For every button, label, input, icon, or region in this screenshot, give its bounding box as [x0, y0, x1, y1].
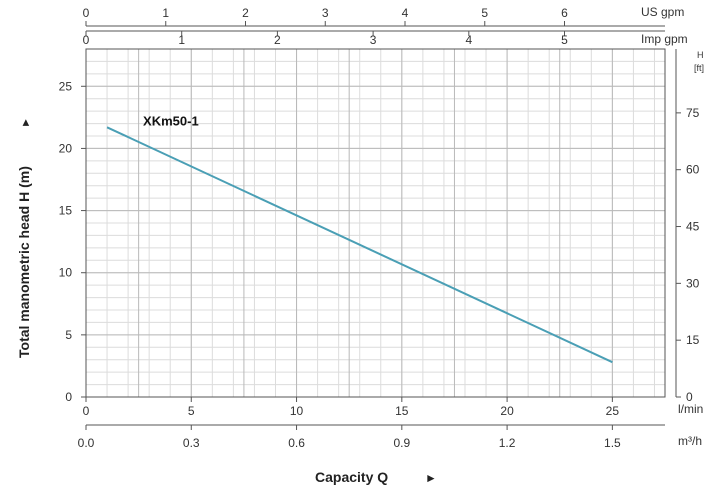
y-m-tick-label: 10 [59, 266, 73, 280]
lmin-tick-label: 5 [188, 404, 195, 418]
y-m-tick-label: 15 [59, 204, 73, 218]
lmin-tick-label: 10 [290, 404, 304, 418]
series-line-XKm50-1 [106, 126, 613, 364]
y-m-tick-label: 25 [59, 79, 73, 93]
imp-gpm-tick-label: 1 [178, 33, 185, 47]
us-gpm-tick-label: 1 [162, 6, 169, 20]
lmin-tick-label: 15 [395, 404, 409, 418]
ft-unit-label-ft: [ft] [694, 63, 704, 73]
y-ft-tick-label: 15 [686, 333, 700, 347]
y-m-tick-label: 20 [59, 141, 73, 155]
axes: 0 1 2 3 4 5 60 1 2 3 4 50 5 10 15 20 250.0 0.3 0.6 0.9 1.2 1.… [59, 6, 700, 450]
y-axis-title: Total manometric head H (m) [16, 166, 32, 358]
y-ft-tick-label: 45 [686, 220, 700, 234]
y-ft-tick-label: 30 [686, 276, 700, 290]
lmin-tick-label: 20 [500, 404, 514, 418]
x-axis-arrow: ► [425, 471, 437, 485]
imp-gpm-tick-label: 3 [370, 33, 377, 47]
m3h-tick-label: 0.9 [393, 436, 410, 450]
plot-frame [85, 48, 666, 398]
us-gpm-tick-label: 0 [83, 6, 90, 20]
y-ft-tick-label: 0 [686, 390, 693, 404]
us-gpm-tick-label: 4 [402, 6, 409, 20]
y-axis-title-group: Total manometric head H (m) [16, 166, 32, 358]
lmin-tick-label: 25 [606, 404, 620, 418]
us-gpm-tick-label: 2 [242, 6, 249, 20]
x-axis-title: Capacity Q [315, 469, 388, 485]
us-gpm-unit-label: US gpm [641, 5, 684, 19]
m3h-unit-label: m³/h [678, 434, 702, 448]
m3h-tick-label: 0.0 [78, 436, 95, 450]
m3h-tick-label: 1.2 [499, 436, 516, 450]
ft-unit-label-h: H [697, 50, 704, 60]
lmin-tick-label: 0 [83, 404, 90, 418]
imp-gpm-tick-label: 0 [83, 33, 90, 47]
y-ft-tick-label: 60 [686, 163, 700, 177]
imp-gpm-tick-label: 5 [561, 33, 568, 47]
y-m-tick-label: 5 [65, 328, 72, 342]
imp-gpm-tick-label: 2 [274, 33, 281, 47]
series-label: XKm50-1 [143, 113, 199, 128]
y-m-tick-label: 0 [65, 390, 72, 404]
m3h-tick-label: 0.6 [288, 436, 305, 450]
m3h-tick-label: 0.3 [183, 436, 200, 450]
y-axis-arrow: ► [20, 117, 32, 128]
series-layer [106, 126, 613, 364]
imp-gpm-tick-label: 4 [465, 33, 472, 47]
grid [85, 48, 666, 398]
us-gpm-tick-label: 3 [322, 6, 329, 20]
lmin-unit-label: l/min [678, 402, 703, 416]
m3h-tick-label: 1.5 [604, 436, 621, 450]
us-gpm-tick-label: 5 [481, 6, 488, 20]
imp-gpm-unit-label: Imp gpm [641, 32, 688, 46]
us-gpm-tick-label: 6 [561, 6, 568, 20]
y-ft-tick-label: 75 [686, 106, 700, 120]
y-axis-arrow-group: ► [20, 117, 32, 128]
